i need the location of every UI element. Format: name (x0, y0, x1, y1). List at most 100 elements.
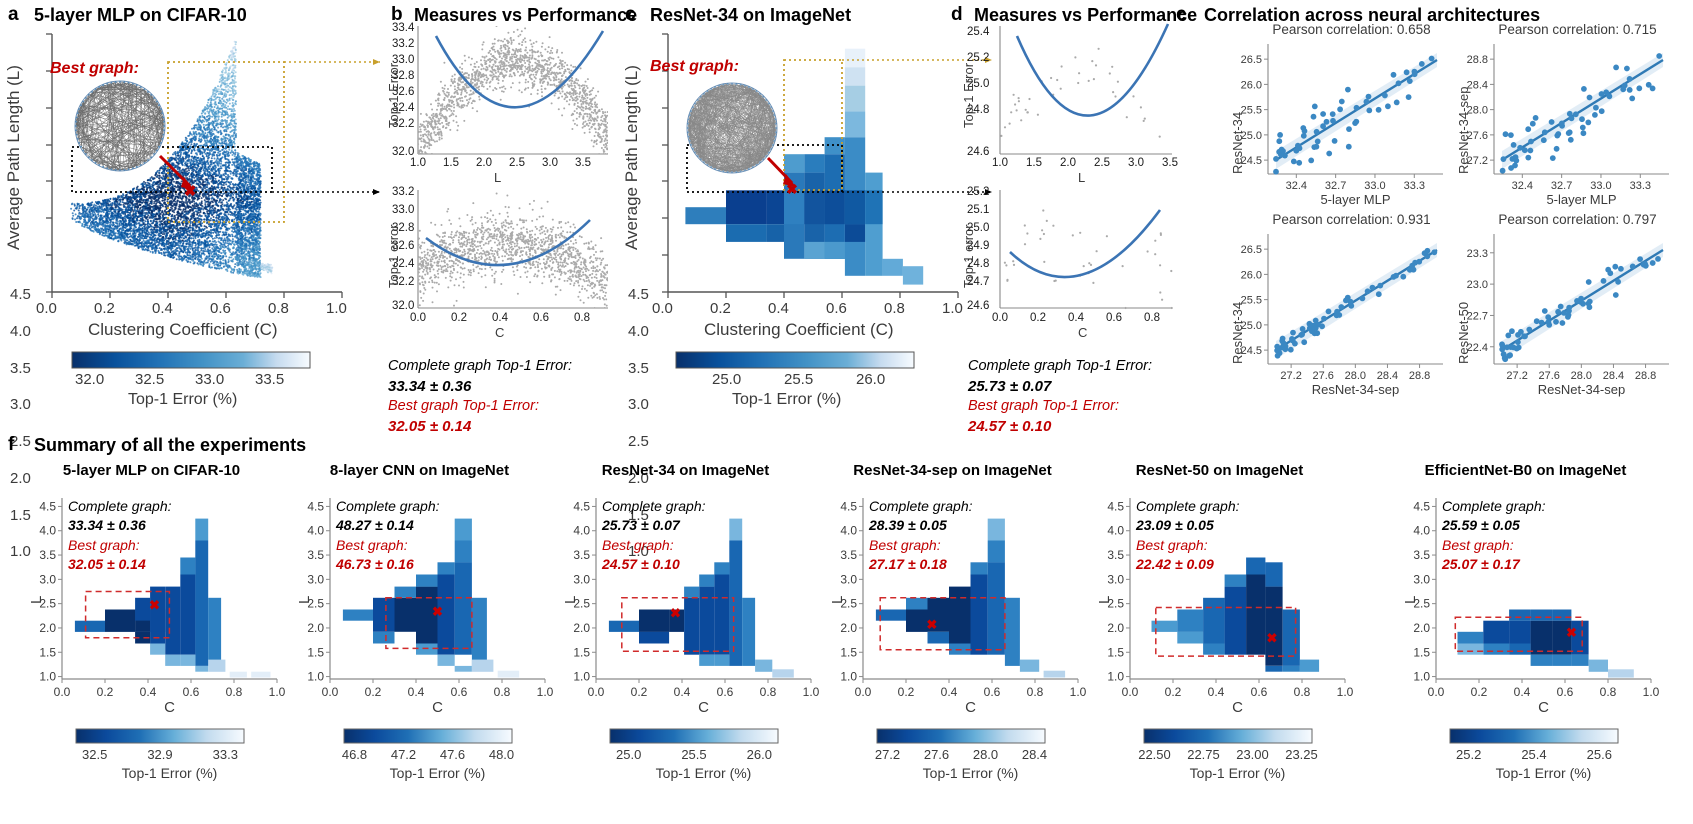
colorbar-tick: 26.0 (746, 747, 772, 762)
panel-b-bot-ytick-32.8: 32.8 (392, 222, 415, 234)
panel-b-bot-xtick-0.4: 0.4 (492, 312, 508, 324)
panel-f-colorbar-caption: Top-1 Error (%) (1189, 765, 1286, 781)
panel-a-xtick-0.2: 0.2 (94, 300, 115, 317)
panel-d-top-ylabel: Top-1 Error (961, 62, 976, 128)
panel-d-top-xlabel: L (1078, 170, 1086, 185)
panel-e-subplot-3: Pearson correlation: 0.931 27.2 27.6 28.0 28… (1226, 212, 1443, 397)
panel-b-letter: b (391, 4, 403, 25)
panel-a-cb-tick-2: 33.0 (195, 371, 225, 388)
panel-d-best-label: Best graph Top-1 Error: (968, 398, 1119, 414)
panel-e-ylabel: ResNet-50 (1456, 301, 1471, 364)
colorbar-tick: 25.5 (681, 747, 707, 762)
panel-b-top-ylabel: Top-1 Error (386, 62, 401, 128)
colorbar-tick: 46.8 (341, 747, 368, 762)
panel-d-top-xtick-3.5: 3.5 (1162, 157, 1178, 169)
pearson-correlation-label: Pearson correlation: 0.715 (1498, 22, 1657, 37)
panel-f-complete-label: Complete graph: (336, 498, 440, 514)
panel-a-cb-caption: Top-1 Error (%) (128, 391, 238, 408)
panel-b-bot-ytick-33.0: 33.0 (392, 204, 415, 216)
panel-f-complete-value: 25.73 ± 0.07 (602, 517, 680, 533)
panel-b-top-ytick-33.0: 33.0 (392, 54, 415, 66)
panel-f-xlabel: C (1232, 699, 1243, 716)
colorbar-tick: 47.2 (390, 747, 417, 762)
panel-d-top-ytick-25.2: 25.2 (967, 52, 990, 64)
panel-a-plot: ✖ (0, 28, 390, 328)
panel-c-ytick-2.0: 2.0 (628, 470, 649, 487)
panel-a-ytick-4.0: 4.0 (10, 323, 31, 340)
panel-d-top-ytick-24.6: 24.6 (967, 146, 990, 158)
panel-f-best-value: 46.73 ± 0.16 (336, 556, 414, 572)
panel-f-colorbar-ticks: 32.5 32.9 33.3 (62, 747, 258, 762)
panel-c-xtick-1.0: 1.0 (942, 300, 963, 317)
colorbar-tick: 47.6 (439, 747, 466, 762)
panel-c-best-graph-label: Best graph: (650, 58, 739, 75)
panel-f-xlabel: C (432, 699, 443, 716)
panel-d-title-text: Measures vs Performance (974, 5, 1198, 25)
panel-b-best-label: Best graph Top-1 Error: (388, 398, 539, 414)
panel-d-top-xtick-2.0: 2.0 (1060, 157, 1076, 169)
panel-b-complete-value: 33.34 ± 0.36 (388, 378, 472, 395)
panel-f-complete-label: Complete graph: (68, 498, 172, 514)
panel-f-subplot-title: ResNet-34-sep on ImageNet (853, 462, 1052, 479)
panel-f-best-label: Best graph: (1136, 537, 1208, 553)
panel-c-title: ResNet-34 on ImageNet (650, 5, 852, 25)
panel-d-bot-xtick-0.4: 0.4 (1068, 312, 1084, 324)
panel-d-bot-ytick-25.2: 25.2 (967, 186, 990, 198)
panel-f-colorbar-caption: Top-1 Error (%) (1495, 765, 1592, 781)
colorbar-tick: 25.0 (616, 747, 642, 762)
panel-c-letter: c (625, 4, 636, 25)
panel-b-bot-ylabel: Top-1 error (386, 224, 401, 288)
panel-f-colorbar-ticks: 25.0 25.5 26.0 (596, 747, 792, 762)
panel-c-cb-tick-2: 26.0 (856, 371, 886, 388)
pearson-correlation-label: Pearson correlation: 0.797 (1498, 212, 1657, 227)
panel-a-letter: a (8, 4, 19, 25)
panel-b-top-xtick-1.0: 1.0 (410, 157, 426, 169)
panel-d-bot-ytick-24.9: 24.9 (967, 240, 990, 252)
panel-c-xlabel: Clustering Coefficient (C) (704, 320, 894, 339)
panel-b-top-ytick-32.4: 32.4 (392, 102, 415, 114)
panel-d-top-plot (999, 23, 1180, 166)
panel-b-bot-xlabel: C (495, 325, 505, 340)
panel-a-colorbar (71, 351, 312, 370)
panel-d-top-xtick-1.5: 1.5 (1026, 157, 1042, 169)
colorbar-tick: 25.4 (1521, 747, 1547, 762)
panel-f-best-value: 25.07 ± 0.17 (1442, 556, 1520, 572)
panel-c-xtick-0.4: 0.4 (768, 300, 789, 317)
panel-a-ytick-1.0: 1.0 (10, 543, 31, 560)
pearson-correlation-label: Pearson correlation: 0.931 (1272, 212, 1431, 227)
panel-e-letter: e (1176, 4, 1187, 25)
panel-b-top-plot (417, 26, 618, 166)
panel-b-bottom-plot (417, 190, 618, 320)
panel-f-ylabel: L (562, 595, 579, 604)
panel-e-subplot-1: Pearson correlation: 0.658 32.4 32.7 33.0 33… (1226, 22, 1443, 207)
panel-a-title: 5-layer MLP on CIFAR-10 (34, 5, 247, 25)
panel-d-bot-ytick-25.0: 25.0 (967, 222, 990, 234)
colorbar-tick: 23.25 (1285, 747, 1318, 762)
panel-a-ylabel: Average Path Length (L) (4, 65, 23, 250)
panel-e-ylabel: ResNet-34 (1230, 301, 1245, 364)
panel-a-xlabel: Clustering Coefficient (C) (88, 320, 278, 339)
panel-c-ytick-4.0: 4.0 (628, 323, 649, 340)
panel-c-plot: ✖ (620, 28, 1000, 328)
panel-b-top-xtick-1.5: 1.5 (443, 157, 459, 169)
panel-b-bot-xtick-0.2: 0.2 (451, 312, 467, 324)
panel-f-ylabel: L (1402, 595, 1419, 604)
panel-a-xtick-0.8: 0.8 (268, 300, 289, 317)
panel-f-complete-value: 28.39 ± 0.05 (869, 517, 947, 533)
panel-a-xtick-1.0: 1.0 (326, 300, 347, 317)
panel-a-cb-tick-0: 32.0 (75, 371, 105, 388)
panel-a-ytick-3.0: 3.0 (10, 396, 31, 413)
panel-f-xlabel: C (164, 699, 175, 716)
panel-d-top-ytick-25.4: 25.4 (967, 26, 990, 38)
panel-c-xtick-0.0: 0.0 (652, 300, 673, 317)
colorbar-tick: 32.9 (147, 747, 173, 762)
panel-f-xlabel: C (1538, 699, 1549, 716)
panel-b-top-ytick-33.2: 33.2 (392, 38, 415, 50)
colorbar-tick: 25.2 (1456, 747, 1482, 762)
panel-f-complete-label: Complete graph: (1442, 498, 1546, 514)
panel-b-top-ytick-33.4: 33.4 (392, 22, 415, 34)
panel-c-xtick-0.2: 0.2 (710, 300, 731, 317)
panel-f-subplot-title: 8-layer CNN on ImageNet (329, 462, 510, 479)
panel-f-xlabel: C (965, 699, 976, 716)
panel-b-top-xtick-3.5: 3.5 (575, 157, 591, 169)
